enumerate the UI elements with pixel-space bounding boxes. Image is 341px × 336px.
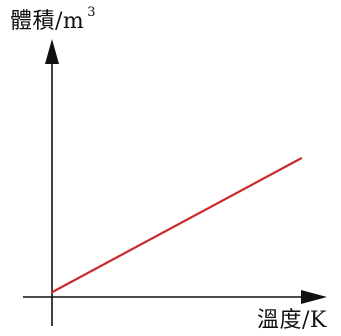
y-axis-label-exponent: 3 bbox=[87, 5, 97, 20]
series-line bbox=[50, 157, 303, 294]
x-axis-arrow bbox=[301, 290, 327, 304]
x-axis-label: 溫度/K bbox=[257, 308, 327, 333]
y-axis-arrow bbox=[45, 39, 59, 64]
y-axis-label: 體積/m 3 bbox=[10, 6, 96, 34]
y-axis-label-text: 體積/m bbox=[10, 9, 85, 34]
